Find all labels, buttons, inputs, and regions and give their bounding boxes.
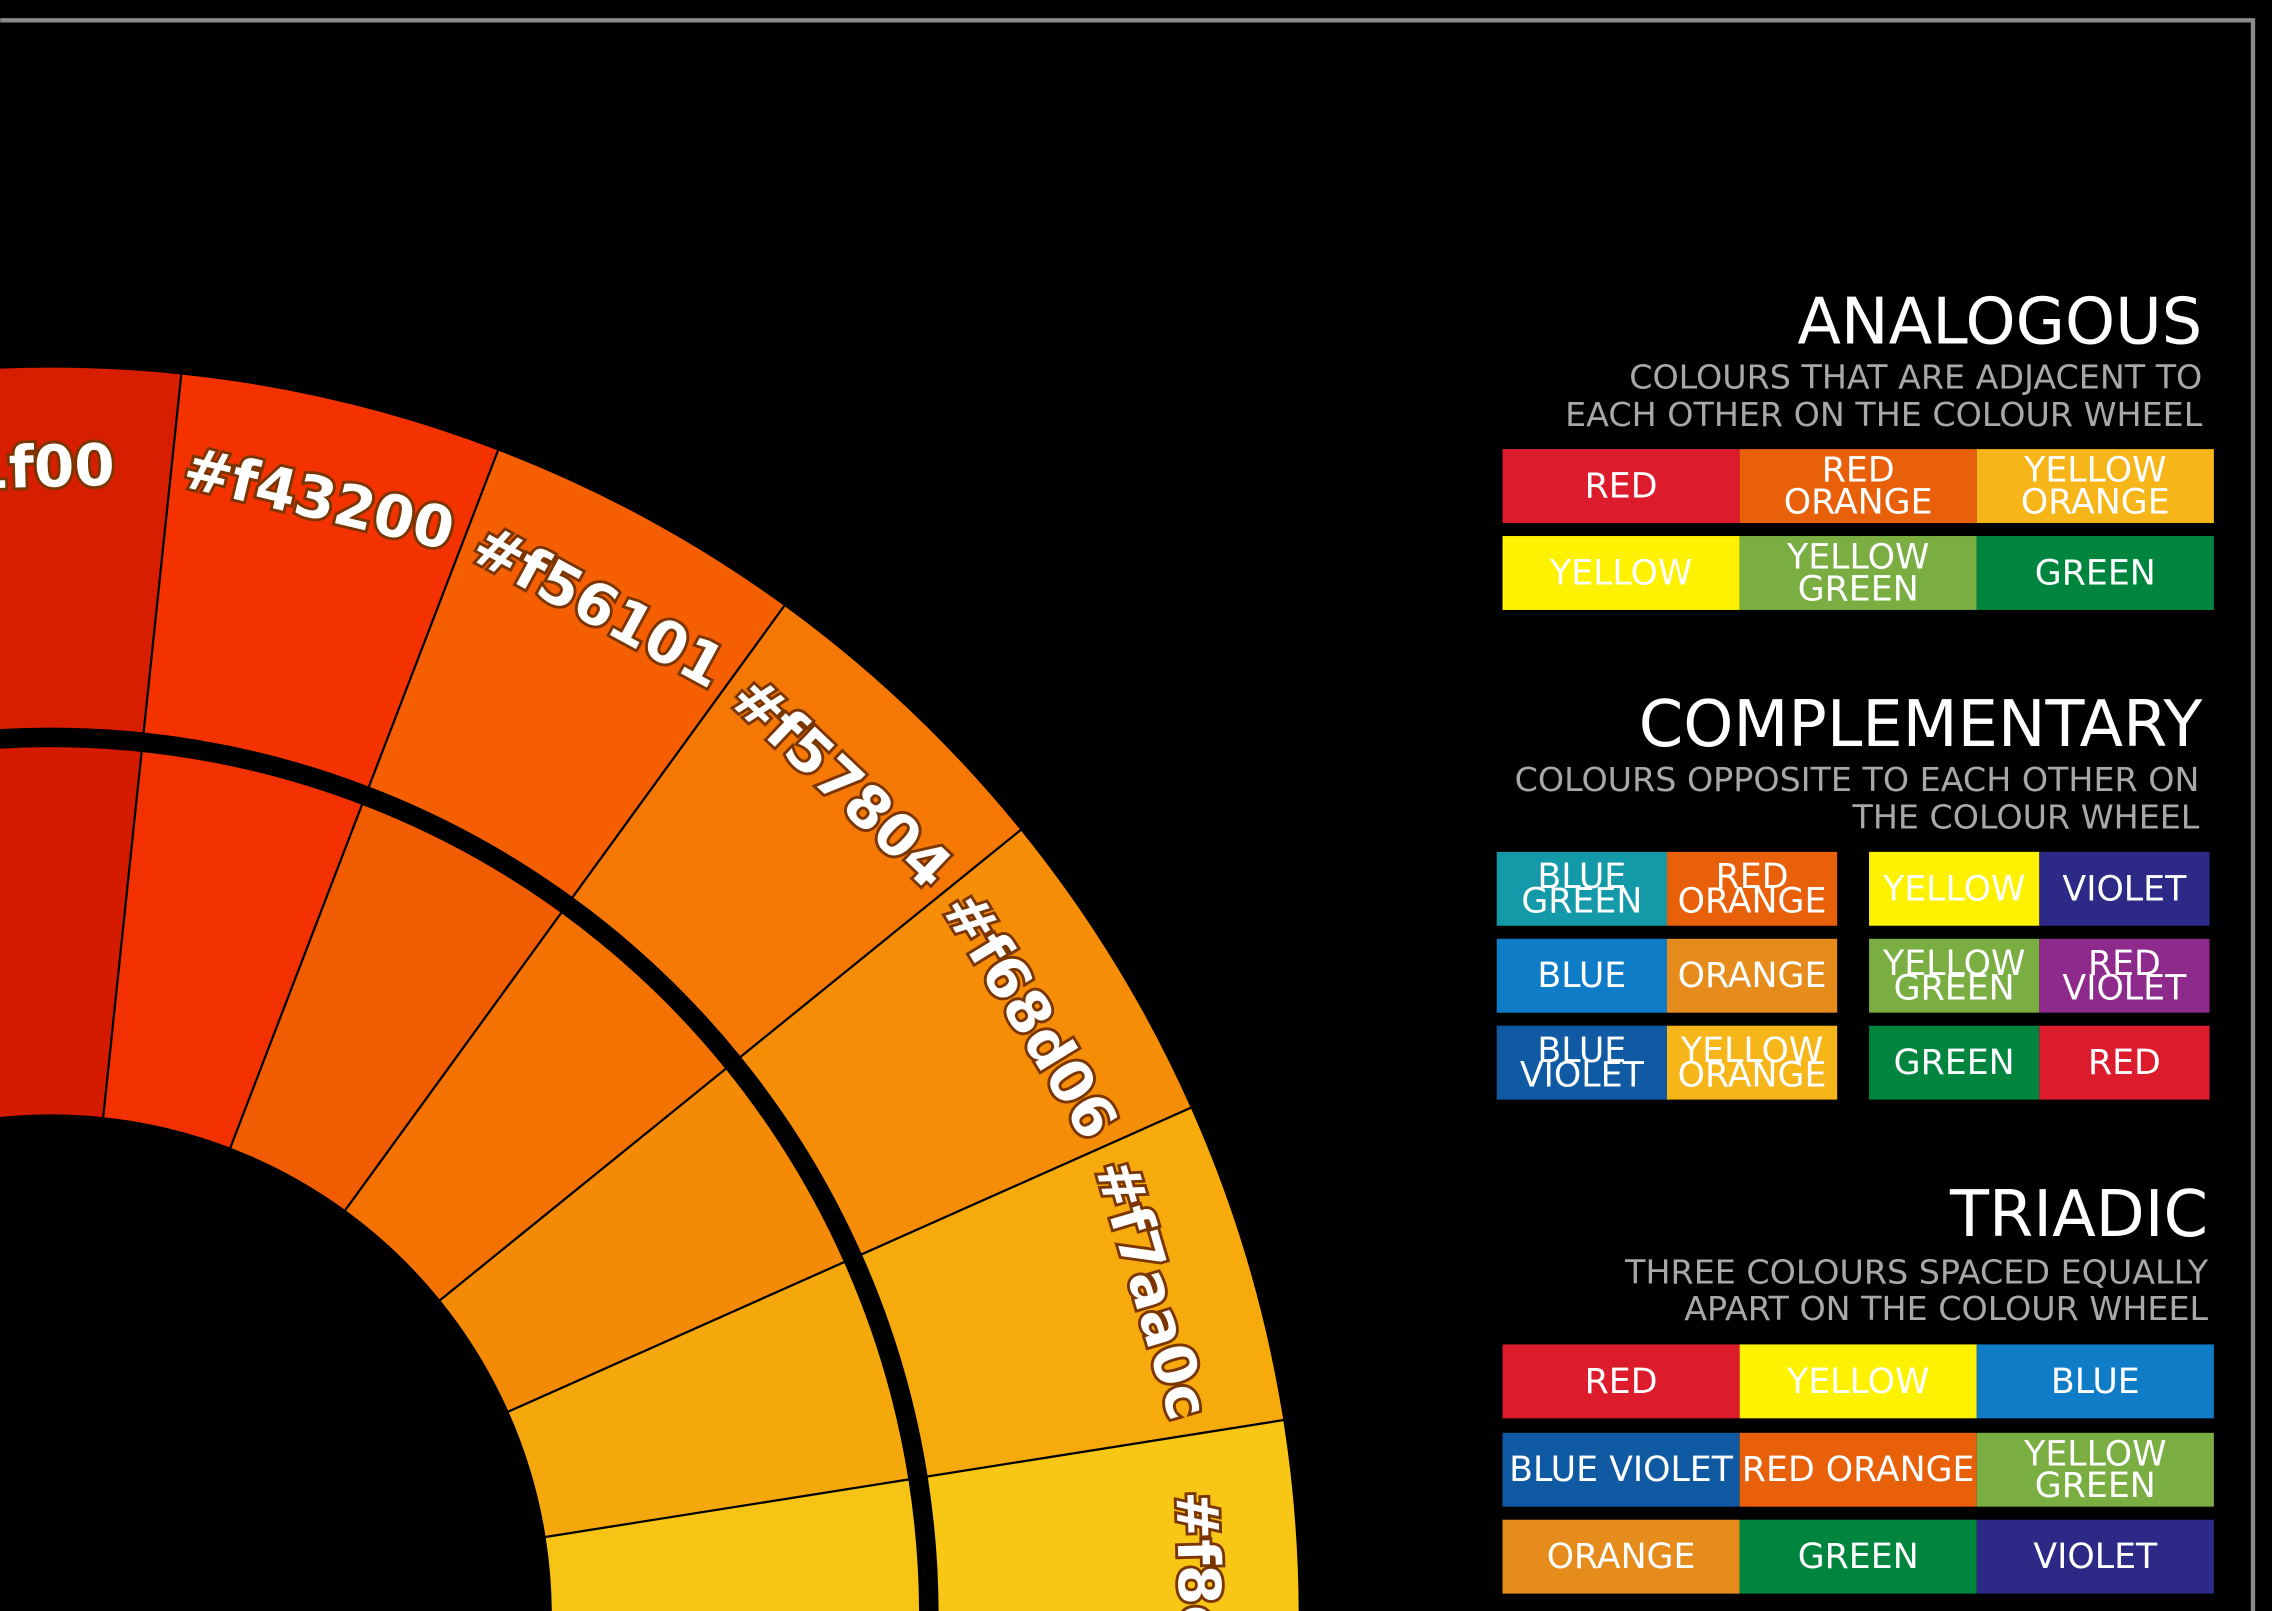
colour-swatch xyxy=(2039,851,2210,926)
outer-segment xyxy=(925,1418,1301,1611)
colour-swatch xyxy=(1739,536,1977,610)
colour-swatch xyxy=(1739,1344,1977,1419)
swatch-label: YELLOW xyxy=(1786,1362,1929,1402)
colour-swatch xyxy=(1502,1344,1740,1419)
colour-swatch xyxy=(1976,536,2214,610)
colour-swatch xyxy=(1869,1025,2040,1100)
section-title: ANALOGOUS xyxy=(1797,285,2202,359)
colour-swatch xyxy=(2039,938,2210,1013)
swatch-label: YELLOW xyxy=(1882,869,2025,909)
section-subtitle: THE COLOUR WHEEL xyxy=(1852,798,2200,837)
section-title: COMPLEMENTARY xyxy=(1639,688,2204,762)
swatch-label: GREEN xyxy=(1894,968,2015,1008)
colour-swatch xyxy=(1496,938,1667,1013)
colour-swatch xyxy=(1502,449,1740,523)
swatch-label: ORANGE xyxy=(1678,956,1827,996)
swatch-label: GREEN xyxy=(1798,569,1919,609)
colour-swatch xyxy=(1739,449,1977,523)
swatch-label: RED xyxy=(1585,1362,1658,1402)
colour-swatch xyxy=(1739,1519,1977,1594)
colour-swatch xyxy=(1496,851,1667,926)
colour-swatch xyxy=(1976,1344,2214,1419)
swatch-label: ORANGE xyxy=(1678,1055,1827,1095)
swatch-label: ORANGE xyxy=(2021,482,2170,522)
colour-swatch xyxy=(1502,536,1740,610)
swatch-label: YELLOW xyxy=(1680,1031,1823,1071)
swatch-label: YELLOW xyxy=(1882,944,2025,984)
colour-swatch xyxy=(1502,1432,1740,1507)
swatch-label: BLUE xyxy=(2051,1362,2140,1402)
swatch-label: GREEN xyxy=(2035,553,2156,593)
section-subtitle: COLOURS THAT ARE ADJACENT TO xyxy=(1629,357,2202,396)
swatch-label: RED xyxy=(1822,451,1895,491)
colour-swatch xyxy=(1739,1432,1977,1507)
swatch-label: YELLOW xyxy=(1786,537,1929,577)
swatch-label: BLUE xyxy=(1537,956,1626,996)
colour-swatch xyxy=(1502,1519,1740,1594)
swatch-label: BLUE xyxy=(1537,1031,1626,1071)
swatch-label: VIOLET xyxy=(2033,1537,2158,1577)
swatch-label: RED xyxy=(2088,944,2161,984)
section-subtitle: APART ON THE COLOUR WHEEL xyxy=(1684,1289,2208,1328)
segment-label: #f8c7 xyxy=(1162,1490,1235,1611)
colour-swatch xyxy=(1666,1025,1838,1100)
swatch-label: GREEN xyxy=(1521,882,1642,922)
swatch-label: YELLOW xyxy=(1549,553,1692,593)
swatch-label: ORANGE xyxy=(1547,1537,1696,1577)
segment-label: b1f00 xyxy=(0,431,116,504)
swatch-label: RED xyxy=(1716,857,1789,897)
swatch-label: RED xyxy=(1585,467,1658,507)
swatch-label: RED ORANGE xyxy=(1742,1450,1975,1490)
frame xyxy=(0,18,2256,1611)
colour-swatch xyxy=(1666,938,1838,1013)
swatch-label: GREEN xyxy=(1798,1537,1919,1577)
colour-swatch xyxy=(1869,851,2040,926)
colour-wheel: b1f00 #f43200#f56101#f57804#f68d06#f7aa0c… xyxy=(0,365,1301,1611)
section-title: TRIADIC xyxy=(1949,1178,2208,1252)
section-subtitle: COLOURS OPPOSITE TO EACH OTHER ON xyxy=(1515,760,2200,799)
section-subtitle: THREE COLOURS SPACED EQUALLY xyxy=(1624,1253,2209,1292)
colour-swatch xyxy=(2039,1025,2210,1100)
swatch-label: GREEN xyxy=(1894,1043,2015,1083)
colour-swatch xyxy=(1496,1025,1667,1100)
swatch-label: VIOLET xyxy=(2062,869,2187,909)
colour-swatch xyxy=(1976,1519,2214,1594)
swatch-label: BLUE xyxy=(1537,857,1626,897)
colour-swatch xyxy=(1666,851,1838,926)
swatch-label: ORANGE xyxy=(1784,482,1933,522)
section-subtitle: EACH OTHER ON THE COLOUR WHEEL xyxy=(1565,395,2203,434)
colour-swatch xyxy=(1869,938,2040,1013)
swatch-label: YELLOW xyxy=(2023,1434,2166,1474)
swatch-label: YELLOW xyxy=(2023,451,2166,491)
swatch-label: BLUE VIOLET xyxy=(1509,1450,1734,1490)
swatch-label: VIOLET xyxy=(1520,1055,1645,1095)
swatch-label: VIOLET xyxy=(2062,968,2187,1008)
colour-swatch xyxy=(1976,1432,2214,1507)
swatch-label: ORANGE xyxy=(1678,882,1827,922)
swatch-label: GREEN xyxy=(2035,1466,2156,1506)
inner-segment xyxy=(543,1478,922,1611)
colour-swatch xyxy=(1976,449,2214,523)
swatch-label: RED xyxy=(2088,1043,2161,1083)
